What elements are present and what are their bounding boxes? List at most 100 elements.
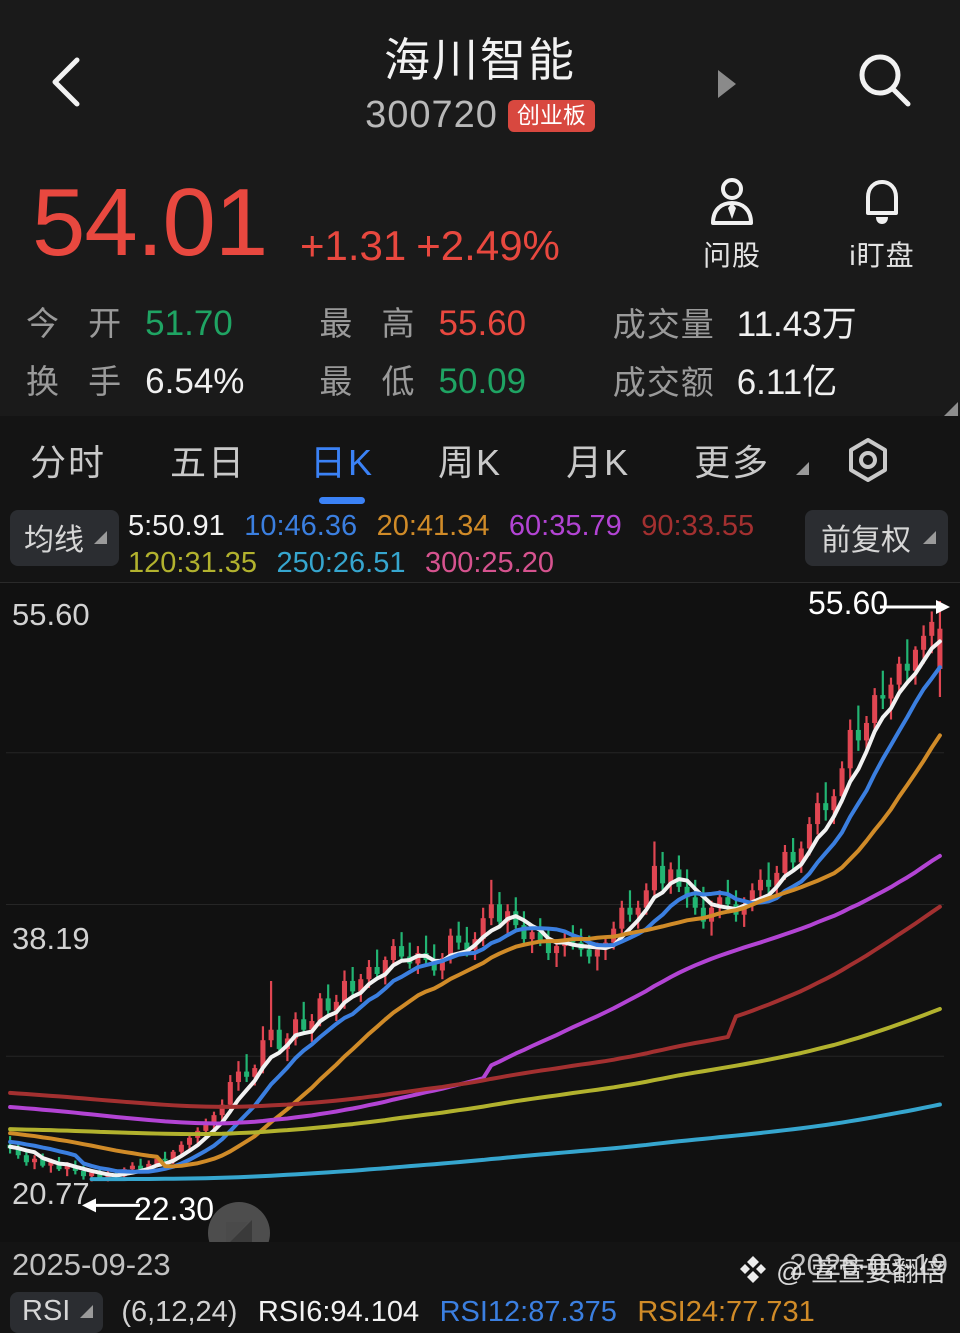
chart-canvas[interactable] (0, 583, 960, 1242)
stat-volume: 成交量 11.43万 (613, 296, 934, 347)
low-price-marker: 22.30 (134, 1191, 215, 1227)
ma10-value: 10:46.36 (244, 510, 358, 542)
app-header: 海川智能 300720 创业板 (0, 0, 960, 160)
ma120-value: 120:31.35 (128, 547, 258, 580)
rsi-params: (6,12,24) (121, 1295, 238, 1328)
chevron-left-icon (52, 57, 80, 107)
tab-more[interactable]: 更多 (688, 434, 815, 486)
tab-daily-k-label: 日K (310, 442, 375, 483)
chart-date-row: 2025-09-23 2026-03-19 (0, 1242, 960, 1288)
tab-weekly-k-label: 周K (438, 442, 503, 483)
search-icon (859, 54, 911, 107)
hex-gear-icon (849, 438, 888, 482)
monitor-label: i盯盘 (849, 240, 915, 271)
tab-weekly-k[interactable]: 周K (432, 434, 508, 486)
chart-end-date: 2026-03-19 (789, 1247, 948, 1282)
user-watermark-text: @ 萱萱要翻倍 (776, 1257, 946, 1287)
expand-stats-handle[interactable] (942, 402, 958, 418)
stat-open: 今 开 51.70 (26, 297, 319, 345)
triangle-right-icon (718, 70, 736, 98)
change-percent: +2.49% (416, 222, 560, 269)
tab-more-label: 更多 (694, 442, 771, 483)
stat-turnover-key: 换 手 (26, 363, 132, 400)
rsi-indicator-label: RSI (22, 1294, 71, 1327)
stat-open-value: 51.70 (145, 304, 233, 343)
price-block: 54.01 +1.31 +2.49% 问股 (0, 160, 960, 290)
stat-high-value: 55.60 (438, 304, 527, 343)
title-block: 海川智能 300720 创业板 (365, 0, 595, 137)
triangle-down-icon (80, 1304, 94, 1318)
stock-code: 300720 (365, 94, 498, 137)
diagonal-square-icon (226, 1220, 252, 1246)
chart-settings-button[interactable] (845, 437, 891, 483)
stat-amount-key: 成交额 (612, 363, 715, 401)
stat-amount: 成交额 6.11亿 (613, 354, 934, 405)
ma250-value: 250:26.51 (276, 547, 406, 580)
tab-intraday-label: 分时 (30, 442, 107, 483)
candlestick-chart[interactable]: 55.60 38.19 20.77 55.60 22.30 (0, 582, 960, 1242)
code-row: 300720 创业板 (365, 94, 595, 137)
monitor-button[interactable]: i盯盘 (834, 174, 930, 274)
quote-stats-grid: 今 开 51.70 最 高 55.60 成交量 11.43万 换 手 6.54%… (0, 290, 960, 416)
triangle-down-icon (923, 530, 936, 544)
ma-values: 5:50.91 10:46.36 20:41.34 60:35.79 90:33… (128, 508, 960, 582)
board-badge: 创业板 (507, 99, 595, 132)
bell-icon (866, 180, 898, 224)
stat-high: 最 高 55.60 (319, 297, 612, 345)
tab-five-day-label: 五日 (170, 442, 247, 483)
y-axis-min-label: 20.77 (12, 1176, 90, 1211)
triangle-down-icon (796, 462, 810, 475)
next-stock-button[interactable] (714, 68, 740, 105)
tab-five-day[interactable]: 五日 (164, 434, 252, 486)
ask-stock-label: 问股 (702, 240, 761, 271)
ma60-value: 60:35.79 (508, 510, 622, 542)
y-axis-mid-label: 38.19 (12, 921, 90, 956)
price-change: +1.31 +2.49% (300, 222, 570, 270)
stat-low: 最 低 50.09 (319, 355, 612, 403)
diamond-cluster-icon (740, 1255, 767, 1283)
high-price-marker: 55.60 (808, 585, 889, 621)
back-button[interactable] (40, 50, 94, 114)
adjust-mode-button[interactable]: 前复权 (805, 510, 948, 566)
tool-icons: 问股 i盯盘 (684, 174, 930, 274)
stat-turnover-value: 6.54% (145, 362, 245, 401)
page-title: 海川智能 (384, 34, 576, 86)
ma90-value: 90:33.55 (641, 510, 755, 542)
ma-indicator-button[interactable]: 均线 (10, 510, 119, 566)
ma-indicator-label: 均线 (24, 524, 84, 557)
rsi-indicator-button[interactable]: RSI (10, 1291, 104, 1333)
rsi-values: (6,12,24) RSI6:94.104 RSI12:87.375 RSI24… (121, 1296, 830, 1329)
tab-monthly-k-label: 月K (566, 442, 631, 483)
stat-high-key: 最 高 (319, 305, 425, 342)
stat-amount-value: 6.11亿 (736, 362, 838, 402)
tab-intraday[interactable]: 分时 (24, 434, 112, 486)
rsi-legend-bar: RSI (6,12,24) RSI6:94.104 RSI12:87.375 R… (0, 1288, 960, 1333)
chart-start-date: 2025-09-23 (12, 1247, 171, 1282)
rsi24-value: RSI24:77.731 (637, 1295, 815, 1328)
ma20-value: 20:41.34 (376, 510, 490, 542)
ma5-value: 5:50.91 (128, 510, 225, 542)
stat-turnover-rate: 换 手 6.54% (26, 355, 319, 403)
stat-low-key: 最 低 (319, 363, 425, 400)
y-axis-max-label: 55.60 (12, 597, 90, 632)
tab-monthly-k[interactable]: 月K (560, 434, 636, 486)
person-icon (711, 178, 753, 225)
last-price: 54.01 (32, 169, 268, 276)
change-absolute: +1.31 (300, 222, 407, 269)
chart-period-tabs: 分时 五日 日K 周K 月K 更多 (0, 416, 960, 504)
ask-stock-button[interactable]: 问股 (684, 174, 780, 274)
user-watermark: @ 萱萱要翻倍 (738, 1250, 946, 1289)
ma-legend-bar: 均线 5:50.91 10:46.36 20:41.34 60:35.79 90… (0, 504, 960, 582)
search-button[interactable] (852, 48, 918, 114)
triangle-down-icon (94, 530, 107, 544)
ma300-value: 300:25.20 (424, 547, 554, 580)
rsi12-value: RSI12:87.375 (439, 1295, 617, 1328)
adjust-mode-label: 前复权 (821, 524, 911, 557)
rsi6-value: RSI6:94.104 (257, 1295, 420, 1328)
stat-open-key: 今 开 (26, 305, 132, 342)
tab-active-underline (319, 497, 366, 504)
stat-volume-key: 成交量 (612, 305, 715, 343)
stat-low-value: 50.09 (438, 362, 527, 401)
tab-daily-k[interactable]: 日K (304, 434, 380, 504)
